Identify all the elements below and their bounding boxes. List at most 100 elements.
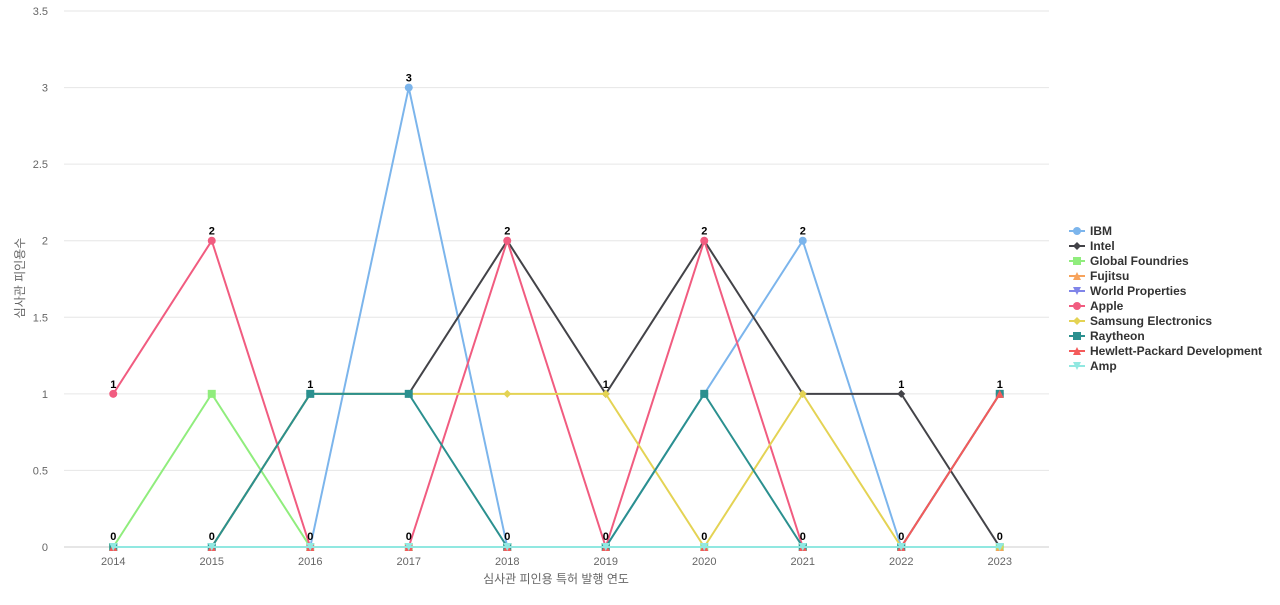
data-point[interactable] — [798, 389, 807, 398]
data-point[interactable] — [897, 389, 906, 398]
y-tick-label: 1 — [42, 389, 48, 401]
legend-item[interactable]: IBM — [1069, 224, 1112, 238]
x-tick-label: 2022 — [889, 556, 913, 568]
x-tick-label: 2016 — [298, 556, 322, 568]
data-point[interactable] — [798, 236, 807, 245]
legend-marker — [1073, 257, 1081, 265]
data-point[interactable] — [404, 83, 413, 92]
data-point[interactable] — [700, 389, 709, 398]
legend-item[interactable]: Apple — [1069, 299, 1124, 313]
data-label: 1 — [603, 379, 609, 391]
y-tick-label: 3.5 — [33, 6, 48, 18]
legend-item[interactable]: Intel — [1069, 239, 1115, 253]
data-point[interactable] — [207, 389, 216, 398]
data-point[interactable] — [798, 543, 807, 551]
series-layer — [109, 83, 1004, 551]
legend-item[interactable]: Global Foundries — [1069, 254, 1189, 268]
data-label: 2 — [209, 226, 215, 238]
data-point[interactable] — [404, 543, 413, 551]
legend-label: IBM — [1090, 224, 1112, 238]
data-point[interactable] — [503, 236, 512, 245]
y-tick-label: 2.5 — [33, 159, 48, 171]
x-axis-title: 심사관 피인용 특허 발행 연도 — [483, 571, 629, 586]
legend-marker — [1073, 302, 1081, 310]
legend-item[interactable]: World Properties — [1069, 284, 1187, 298]
legend-marker — [1073, 242, 1081, 250]
legend-item[interactable]: Samsung Electronics — [1069, 314, 1212, 328]
legend-label: Intel — [1090, 239, 1115, 253]
data-label-zero: 0 — [800, 531, 806, 543]
data-label-zero: 0 — [997, 531, 1003, 543]
data-point[interactable] — [897, 543, 906, 551]
legend-marker — [1073, 272, 1081, 280]
data-label: 1 — [307, 379, 313, 391]
legend-item[interactable]: Amp — [1069, 359, 1117, 373]
legend-label: Fujitsu — [1090, 269, 1129, 283]
legend-marker — [1073, 362, 1081, 370]
y-tick-label: 3 — [42, 83, 48, 95]
x-tick-label: 2020 — [692, 556, 716, 568]
data-label: 1 — [997, 379, 1003, 391]
data-label: 2 — [800, 226, 806, 238]
legend-item[interactable]: Hewlett-Packard Development — [1069, 344, 1262, 358]
data-point[interactable] — [109, 389, 118, 398]
data-point[interactable] — [306, 543, 315, 551]
data-label-zero: 0 — [307, 531, 313, 543]
data-label: 1 — [110, 379, 116, 391]
data-point[interactable] — [995, 543, 1004, 551]
x-tick-label: 2015 — [200, 556, 224, 568]
legend-item[interactable]: Fujitsu — [1069, 269, 1129, 283]
y-tick-label: 2 — [42, 236, 48, 248]
legend-marker — [1073, 317, 1081, 325]
legend-label: Raytheon — [1090, 329, 1145, 343]
y-tick-label: 1.5 — [33, 312, 48, 324]
data-point[interactable] — [207, 543, 216, 551]
data-label-layer: 1 0 2 0 1 0 3 0 2 0 1 0 2 0 2 0 1 0 1 0 — [110, 73, 1003, 543]
data-point[interactable] — [404, 389, 413, 398]
legend-label: Hewlett-Packard Development — [1090, 344, 1262, 358]
axis-layer: 심사관 피인용 특허 발행 연도 심사관 피인용수 0 0.5 1 1.5 2 2.5 3 3… — [13, 6, 1012, 586]
data-label: 1 — [898, 379, 904, 391]
y-tick-label: 0 — [42, 542, 48, 554]
legend-item[interactable]: Raytheon — [1069, 329, 1145, 343]
y-axis-title: 심사관 피인용수 — [13, 238, 27, 319]
grid-layer — [64, 10, 1049, 548]
data-point[interactable] — [503, 543, 512, 551]
data-label-zero: 0 — [603, 531, 609, 543]
data-label: 2 — [504, 226, 510, 238]
legend-marker — [1073, 347, 1081, 355]
x-tick-label: 2023 — [988, 556, 1012, 568]
x-tick-label: 2018 — [495, 556, 519, 568]
legend-label: Global Foundries — [1090, 254, 1189, 268]
x-tick-label: 2014 — [101, 556, 125, 568]
data-point[interactable] — [700, 543, 709, 551]
x-tick-label: 2019 — [594, 556, 618, 568]
data-point[interactable] — [601, 543, 610, 551]
data-label-zero: 0 — [701, 531, 707, 543]
legend-marker — [1073, 332, 1081, 340]
data-label-zero: 0 — [406, 531, 412, 543]
data-point[interactable] — [995, 389, 1004, 398]
legend-label: World Properties — [1090, 284, 1187, 298]
data-point[interactable] — [306, 389, 315, 398]
legend-label: Samsung Electronics — [1090, 314, 1212, 328]
data-label: 2 — [701, 226, 707, 238]
data-point[interactable] — [601, 389, 610, 398]
data-point[interactable] — [700, 236, 709, 245]
y-tick-label: 0.5 — [33, 465, 48, 477]
x-tick-label: 2017 — [397, 556, 421, 568]
data-point[interactable] — [109, 543, 118, 551]
legend-label: Apple — [1090, 299, 1124, 313]
data-label-zero: 0 — [110, 531, 116, 543]
data-label-zero: 0 — [898, 531, 904, 543]
legend-marker — [1073, 227, 1081, 235]
legend-label: Amp — [1090, 359, 1117, 373]
data-label-zero: 0 — [209, 531, 215, 543]
legend-marker — [1073, 287, 1081, 295]
data-label-zero: 0 — [504, 531, 510, 543]
data-point[interactable] — [503, 389, 512, 398]
data-point[interactable] — [207, 236, 216, 245]
